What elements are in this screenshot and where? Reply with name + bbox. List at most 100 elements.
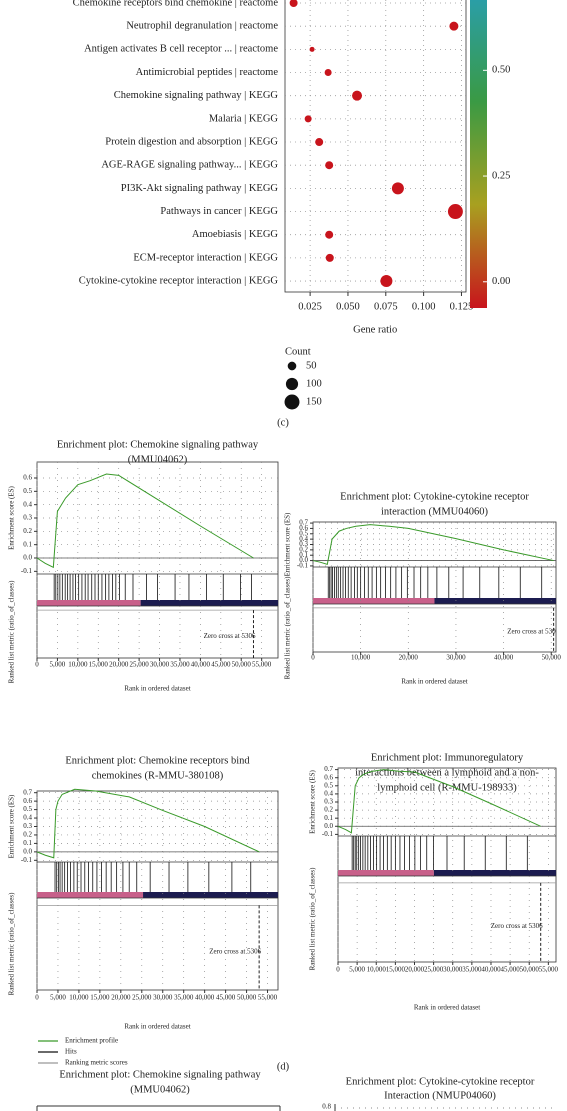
y-tick-label: 0.8 xyxy=(322,1103,331,1111)
y-tick-label: Cytokine-cytokine receptor interaction |… xyxy=(79,275,279,286)
x-tick-label: 30,000 xyxy=(153,994,173,1002)
x-tick-label: 5,000 xyxy=(50,661,66,669)
es-curve xyxy=(337,769,541,834)
y-tick-label: 0.5 xyxy=(23,805,32,813)
legend-label: Enrichment profile xyxy=(65,1037,118,1045)
y-tick-label: Antimicrobial peptides | reactome xyxy=(136,67,279,78)
y-tick-label: 0.7 xyxy=(299,519,308,527)
x-tick-label: 10,000 xyxy=(351,654,371,662)
size-legend-label: 100 xyxy=(306,378,322,389)
y-tick-label: -0.1 xyxy=(21,567,33,575)
y-tick-label: 0.0 xyxy=(324,822,333,830)
x-tick-label: 50,000 xyxy=(542,654,562,662)
x-tick-label: 50,000 xyxy=(232,661,252,669)
y-tick-label: 0.5 xyxy=(324,781,333,789)
annotation: Zero cross at 530 xyxy=(507,628,556,636)
x-axis-label: Rank in ordered dataset xyxy=(124,685,190,693)
y2-axis-label: Ranked list metric (ratio_of_classes) xyxy=(8,892,16,995)
x-tick-label: 0 xyxy=(336,966,340,974)
panel-title: Enrichment plot: Chemokine signaling pat… xyxy=(59,1069,261,1080)
x-tick-label: 15,000 xyxy=(90,994,110,1002)
x-tick-label: 0.125 xyxy=(450,301,474,312)
annotation: Zero cross at 5306 xyxy=(204,632,256,640)
es-curve xyxy=(312,524,554,565)
panel-title: Interaction (NMUP04060) xyxy=(384,1090,496,1101)
metric-negative xyxy=(433,870,556,876)
x-tick-label: 0.050 xyxy=(336,301,360,312)
y-tick-label: 0.0 xyxy=(23,554,32,562)
y-tick-label: 0.5 xyxy=(299,529,308,537)
x-tick-label: 50,000 xyxy=(237,994,257,1002)
y-tick-label: 0.7 xyxy=(324,765,333,773)
dot xyxy=(315,138,324,147)
x-tick-label: 0 xyxy=(35,661,39,669)
y-tick-label: Protein digestion and absorption | KEGG xyxy=(105,136,278,147)
y-tick-label: 0.6 xyxy=(23,474,32,482)
es-curve xyxy=(36,788,260,859)
x-tick-label: 30,000 xyxy=(446,654,466,662)
y-tick-label: 0.3 xyxy=(23,822,32,830)
panel-title: (MMU04062) xyxy=(128,454,188,465)
x-axis-label: Rank in ordered dataset xyxy=(414,1004,480,1012)
size-legend-title: Count xyxy=(285,346,311,357)
x-tick-label: 20,000 xyxy=(399,654,419,662)
y-tick-label: 0.1 xyxy=(299,551,308,559)
panel-title: Enrichment plot: Cytokine-cytokine recep… xyxy=(346,1076,535,1087)
y-tick-label: Antigen activates B cell receptor ... | … xyxy=(84,44,278,55)
panel-title: Enrichment plot: Cytokine-cytokine recep… xyxy=(340,491,529,502)
dot xyxy=(391,182,404,195)
y-tick-label: Pathways in cancer | KEGG xyxy=(160,206,278,217)
x-tick-label: 40,000 xyxy=(191,661,211,669)
y-tick-label: 0.3 xyxy=(299,540,308,548)
x-tick-label: 45,000 xyxy=(216,994,236,1002)
plot-frame xyxy=(284,0,467,293)
x-tick-label: 0.025 xyxy=(298,301,322,312)
x-tick-label: 35,000 xyxy=(462,966,482,974)
dot xyxy=(325,253,334,262)
annotation: Zero cross at 5306 xyxy=(491,922,543,930)
y2-axis-label: Ranked list metric (ratio_of_classes) xyxy=(8,580,16,683)
x-tick-label: 20,000 xyxy=(405,966,425,974)
colorbar xyxy=(470,0,487,308)
y-tick-label: 0.3 xyxy=(23,514,32,522)
plot-frame xyxy=(36,461,279,659)
dot xyxy=(380,275,393,288)
y-tick-label: 0.0 xyxy=(23,847,32,855)
y-tick-label: Malaria | KEGG xyxy=(209,113,279,124)
x-tick-label: 20,000 xyxy=(111,994,131,1002)
y-tick-label: 0.5 xyxy=(23,487,32,495)
y-tick-label: 0.4 xyxy=(23,814,32,822)
plot-frame xyxy=(36,790,279,991)
metric-negative xyxy=(140,600,278,606)
y-tick-label: 0.1 xyxy=(23,839,32,847)
y-tick-label: 0.2 xyxy=(324,806,333,814)
y-tick-label: -0.1 xyxy=(322,830,334,838)
y-tick-label: AGE-RAGE signaling pathway... | KEGG xyxy=(101,160,278,171)
x-tick-label: 30,000 xyxy=(150,661,170,669)
x-tick-label: 40,000 xyxy=(481,966,501,974)
x-tick-label: 25,000 xyxy=(132,994,152,1002)
size-legend-dot xyxy=(284,394,300,410)
y-tick-label: 0.2 xyxy=(23,527,32,535)
dot xyxy=(449,21,459,31)
y-tick-label: Neutrophil degranulation | reactome xyxy=(126,21,278,32)
dot xyxy=(325,161,334,170)
metric-positive xyxy=(313,598,435,604)
y-axis-label: Enrichment score (ES) xyxy=(309,769,317,833)
dot xyxy=(447,204,463,220)
x-tick-label: 50,000 xyxy=(520,966,540,974)
x-tick-label: 25,000 xyxy=(129,661,149,669)
y-axis-label: Enrichment score (ES) xyxy=(284,512,292,576)
y-tick-label: 0.4 xyxy=(324,790,333,798)
x-tick-label: 10,000 xyxy=(367,966,387,974)
y-tick-label: 0.1 xyxy=(23,540,32,548)
dot xyxy=(309,46,315,52)
x-tick-label: 35,000 xyxy=(174,994,194,1002)
x-tick-label: 45,000 xyxy=(211,661,231,669)
panel-title: interaction (MMU04060) xyxy=(381,506,489,517)
size-legend-label: 50 xyxy=(306,360,317,371)
y-tick-label: 0.3 xyxy=(324,798,333,806)
y-tick-label: PI3K-Akt signaling pathway | KEGG xyxy=(121,183,279,194)
y-tick-label: 0.4 xyxy=(299,535,308,543)
colorbar-tick-label: 0.50 xyxy=(492,65,510,76)
